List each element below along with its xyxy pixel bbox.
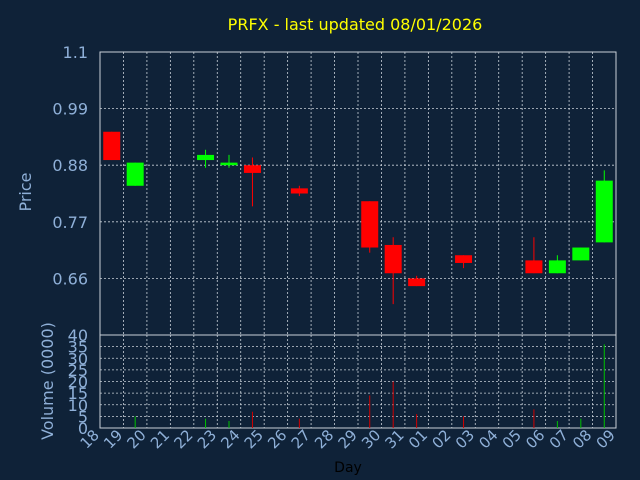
volume-axis-label: Volume (0000) (38, 322, 57, 440)
candle-body (361, 201, 379, 248)
candle-body (548, 260, 566, 274)
candle-body (197, 154, 215, 161)
volume-tick-label: 5 (78, 407, 88, 426)
candle-body (384, 244, 402, 274)
volume-panel-frame (99, 334, 617, 429)
candle-body (126, 162, 144, 186)
volume-bars (134, 344, 605, 428)
volume-tick-label: 20 (68, 373, 88, 392)
price-candles (103, 131, 613, 305)
grid-lines (99, 51, 617, 429)
candle-body (103, 131, 121, 161)
candle-body (220, 162, 238, 166)
volume-tick-label: 35 (68, 338, 88, 357)
price-tick-label: 0.66 (52, 269, 88, 288)
price-tick-label: 0.99 (52, 100, 88, 119)
candle-body (525, 260, 543, 274)
candle-body (408, 278, 426, 287)
candle-body (595, 180, 613, 243)
volume-tick-label: 40 (68, 326, 88, 345)
volume-tick-label: 25 (68, 361, 88, 380)
chart-title: PRFX - last updated 08/01/2026 (228, 15, 483, 34)
volume-tick-label: 10 (68, 396, 88, 415)
candle-body (455, 255, 473, 263)
plot-frames (99, 51, 617, 429)
x-tick-labels: 1819202122232425262728293031010203040506… (77, 426, 619, 452)
price-tick-label: 0.88 (52, 156, 88, 175)
volume-tick-label: 0 (78, 419, 88, 438)
candle-body (572, 247, 590, 261)
candle-body (243, 165, 261, 173)
price-axis-label: Price (16, 172, 35, 211)
volume-tick-label: 30 (68, 349, 88, 368)
price-tick-label: 0.77 (52, 213, 88, 232)
x-axis-label: Day (334, 460, 362, 476)
candle-body (290, 188, 308, 194)
volume-tick-label: 15 (68, 384, 88, 403)
price-tick-label: 1.1 (63, 43, 88, 62)
